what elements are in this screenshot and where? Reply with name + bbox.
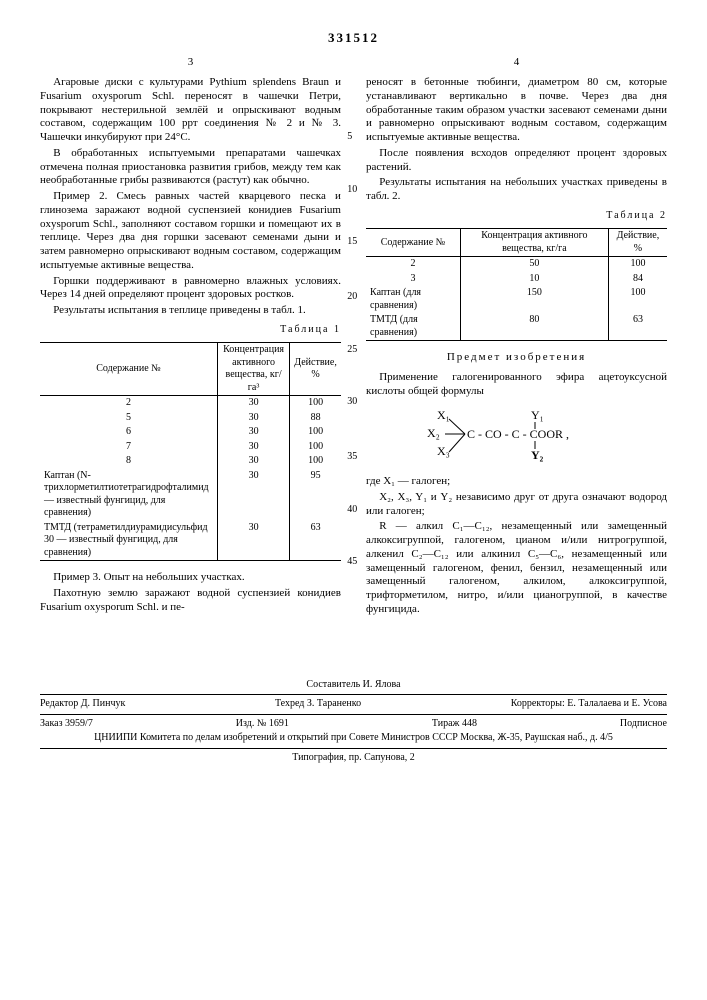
line-num: 40 [347,504,357,517]
line-num: 15 [347,236,357,249]
cell: 63 [290,521,341,561]
tirage: Тираж 448 [432,718,477,731]
left-column: Агаровые диски с культурами Pythium sple… [40,76,341,619]
table1-h1: Содержание № [40,343,217,396]
techred: Техред З. Тараненко [275,698,361,711]
page-numbers: 3 4 [40,56,667,70]
table2: Содержание № Концентрация активного веще… [366,228,667,341]
cell: 30 [217,521,289,561]
table1-caption: Таблица 1 [40,324,341,337]
cell: 6 [40,425,217,440]
chemical-formula: X₁ X₂ X₃ C - CO - C - COOR , Y₁ Y₂ [366,407,667,468]
table1-h2: Концентрация активного вещества, кг/га³ [217,343,289,396]
cell: ТМТД (тетраметилдиурамидисульфид 30 — из… [40,521,217,561]
cell: 100 [290,425,341,440]
line-num: 30 [347,396,357,409]
cell: Каптан (для сравнения) [366,286,460,313]
svg-text:X₃: X₃ [437,444,450,458]
cell: 2 [40,396,217,411]
table1-h3: Действие, % [290,343,341,396]
cell: 7 [40,440,217,455]
cell: ТМТД (для сравнения) [366,313,460,341]
para: В обработанных испытуемыми препаратами ч… [40,147,341,188]
cell: 100 [608,257,667,272]
para: Агаровые диски с культурами Pythium sple… [40,76,341,145]
cell: 8 [40,454,217,469]
svg-text:X₁: X₁ [437,408,450,422]
cell: 30 [217,469,289,521]
subscription: Подписное [620,718,667,731]
cell: 50 [460,257,608,272]
patent-number: 331512 [40,30,667,46]
cell: 30 [217,425,289,440]
para: реносят в бетонные тюбинги, диаметром 80… [366,76,667,145]
svg-text:X₂: X₂ [427,426,440,440]
main-columns: Агаровые диски с культурами Pythium sple… [40,76,667,619]
footer: Составитель И. Ялова Редактор Д. Пинчук … [40,679,667,765]
line-num: 35 [347,451,357,464]
svg-text:Y₁: Y₁ [531,408,544,422]
cell: 100 [290,440,341,455]
para: Результаты испытания в теплице приведены… [40,304,341,318]
editor: Редактор Д. Пинчук [40,698,125,711]
cell: 30 [217,440,289,455]
para: где X₁ — галоген; [366,475,667,489]
para: После появления всходов определяют проце… [366,147,667,175]
table2-h2: Концентрация активного вещества, кг/га [460,229,608,257]
correctors: Корректоры: Е. Талалаева и Е. Усова [511,698,667,711]
para: Результаты испытания на небольших участк… [366,176,667,204]
cell: 100 [290,396,341,411]
line-num: 45 [347,556,357,569]
para: R — алкил C₁—C₁₂, незамещенный или замещ… [366,520,667,616]
cell: 2 [366,257,460,272]
table2-caption: Таблица 2 [366,210,667,223]
para: Применение галогенированного эфира ацето… [366,371,667,399]
para: Горшки поддерживают в равномерно влажных… [40,275,341,303]
table2-h1: Содержание № [366,229,460,257]
para: Пример 3. Опыт на небольших участках. [40,571,341,585]
right-column: реносят в бетонные тюбинги, диаметром 80… [366,76,667,619]
line-num: 20 [347,291,357,304]
page-num-left: 3 [40,56,341,70]
cell: 100 [290,454,341,469]
cell: 30 [217,454,289,469]
compiler: Составитель И. Ялова [40,679,667,692]
para: X₂, X₃, Y₁ и Y₂ независимо друг от друга… [366,491,667,519]
para: Пахотную землю заражают водной суспензие… [40,587,341,615]
cell: 5 [40,411,217,426]
cell: 3 [366,272,460,287]
typography: Типография, пр. Сапунова, 2 [40,752,667,765]
cell: 30 [217,396,289,411]
cell: 100 [608,286,667,313]
line-num: 10 [347,184,357,197]
cell: 84 [608,272,667,287]
para: Пример 2. Смесь равных частей кварцевого… [40,190,341,273]
cell: 95 [290,469,341,521]
page-num-right: 4 [366,56,667,70]
izd-num: Изд. № 1691 [236,718,289,731]
svg-text:Y₂: Y₂ [531,448,544,462]
line-num: 25 [347,344,357,357]
cell: 150 [460,286,608,313]
org: ЦНИИПИ Комитета по делам изобретений и о… [40,732,667,745]
table2-h3: Действие, % [608,229,667,257]
table1: Содержание № Концентрация активного веще… [40,342,341,561]
svg-text:C - CO - C - COOR ,: C - CO - C - COOR , [467,427,569,441]
cell: 63 [608,313,667,341]
cell: 30 [217,411,289,426]
order-num: Заказ 3959/7 [40,718,93,731]
cell: 10 [460,272,608,287]
cell: 80 [460,313,608,341]
cell: 88 [290,411,341,426]
cell: Каптан (N-трихлорметилтиотетрагидрофтали… [40,469,217,521]
line-num: 5 [347,131,352,144]
subject-heading: Предмет изобретения [366,351,667,365]
